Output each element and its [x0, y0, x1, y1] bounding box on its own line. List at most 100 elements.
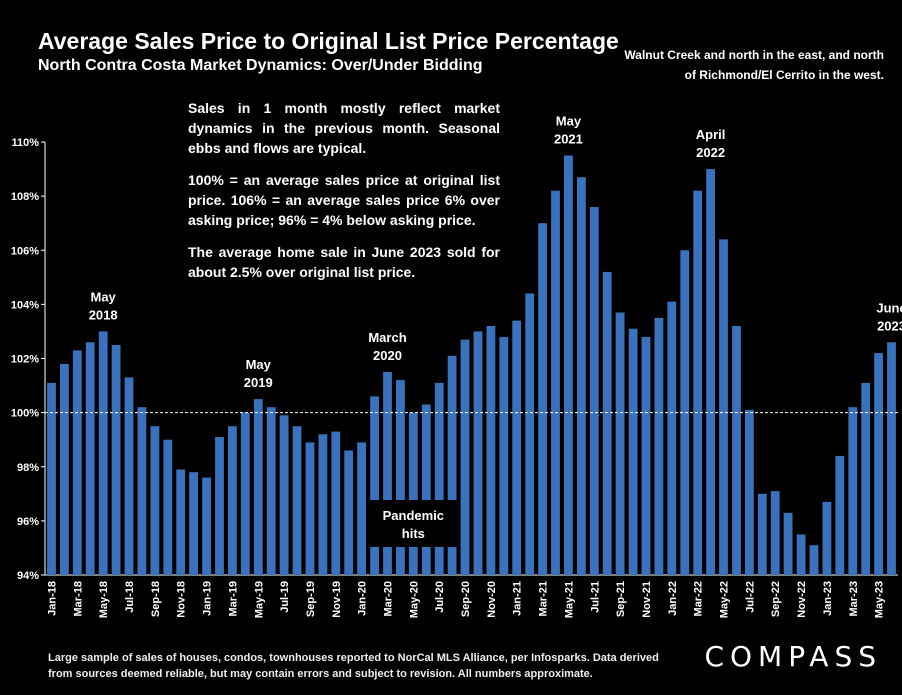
x-tick-label: Sep-18 [150, 581, 162, 617]
x-tick-label: Mar-23 [848, 581, 860, 616]
bar [60, 363, 69, 575]
bar [499, 336, 509, 575]
bar [434, 382, 444, 575]
x-tick-label: May-22 [719, 581, 731, 618]
bar [602, 271, 612, 575]
peak-annotation: May 2021 [554, 114, 583, 147]
bar [538, 223, 547, 575]
y-tick-label: 106% [11, 245, 39, 257]
x-tick-label: Nov-21 [641, 581, 653, 618]
x-tick-label: Jul-21 [589, 581, 601, 613]
chart-title: Average Sales Price to Original List Pri… [38, 28, 619, 54]
x-tick-label: May-20 [408, 581, 420, 618]
y-tick-label: 98% [17, 462, 39, 474]
bar [447, 355, 457, 575]
y-tick-label: 96% [17, 516, 39, 528]
bar [641, 336, 651, 575]
y-tick-label: 108% [11, 191, 39, 203]
bar [189, 472, 198, 575]
bar [473, 331, 483, 575]
note-june-2023: The average home sale in June 2023 sold … [188, 244, 500, 280]
x-tick-label: Jan-23 [822, 581, 834, 616]
pandemic-callout-label: Pandemic hits [383, 508, 444, 541]
bar [383, 372, 392, 575]
bar [564, 155, 573, 575]
bar [706, 169, 715, 575]
x-tick-label: Sep-19 [305, 581, 317, 617]
note-definition: 100% = an average sales price at origina… [188, 172, 500, 228]
bar [861, 382, 871, 575]
x-tick-label: Sep-22 [770, 581, 782, 617]
x-tick-label: Jan-18 [46, 581, 58, 616]
bar [240, 412, 250, 575]
bar [124, 377, 134, 575]
bar [770, 491, 780, 575]
bar [357, 442, 366, 575]
bar [551, 190, 560, 575]
bar [408, 412, 418, 575]
y-tick-label: 94% [17, 570, 39, 582]
bar [757, 493, 767, 575]
bar [111, 345, 121, 575]
bar [396, 380, 405, 575]
bar [719, 239, 728, 575]
bar [525, 293, 535, 575]
bar [654, 317, 664, 575]
x-tick-label: Mar-18 [72, 581, 84, 616]
bar [98, 331, 108, 575]
peak-annotation: May 2018 [89, 289, 118, 322]
bar [822, 501, 832, 575]
bar [809, 545, 819, 575]
bar [150, 426, 160, 575]
bar [47, 382, 56, 575]
x-tick-label: Jul-19 [279, 581, 291, 613]
x-tick-label: May-21 [563, 581, 575, 618]
x-tick-label: Mar-22 [693, 581, 705, 616]
bar [163, 439, 173, 575]
x-tick-label: May-19 [253, 581, 265, 618]
chart-subtitle: North Contra Costa Market Dynamics: Over… [38, 57, 483, 74]
bar [228, 426, 237, 575]
bar [421, 404, 431, 575]
x-tick-label: Mar-21 [538, 581, 550, 616]
bar [85, 342, 95, 575]
y-tick-label: 104% [11, 299, 39, 311]
note-seasonal: Sales in 1 month mostly reflect market d… [188, 100, 500, 156]
bar [137, 407, 147, 575]
pandemic-callout-box [368, 500, 459, 547]
bar [279, 415, 289, 575]
x-tick-label: Jul-18 [124, 581, 136, 613]
bar [253, 399, 263, 575]
bar [693, 190, 703, 575]
bar [848, 407, 858, 575]
compass-logo: COMPASS [704, 640, 882, 673]
peak-annotation: April 2022 [696, 127, 726, 160]
bar [215, 437, 224, 575]
bar [292, 426, 302, 575]
y-tick-label: 110% [11, 137, 39, 149]
bar [202, 477, 211, 575]
bar [796, 534, 806, 575]
x-tick-label: May-23 [874, 581, 886, 618]
bar [835, 455, 845, 575]
bar [628, 328, 638, 575]
bar [732, 326, 741, 575]
bar [615, 312, 625, 575]
region-note: Walnut Creek and north in the east, and … [624, 48, 884, 82]
x-tick-label: Sep-20 [460, 581, 472, 617]
bar [344, 450, 354, 575]
x-tick-label: Jan-21 [512, 581, 524, 616]
bar [887, 342, 896, 575]
x-tick-label: Jan-22 [667, 581, 679, 616]
peak-annotation: May 2019 [244, 357, 273, 390]
bar [745, 409, 754, 575]
bar [680, 250, 690, 576]
x-tick-label: Nov-20 [486, 581, 498, 618]
x-tick-label: May-18 [98, 581, 110, 618]
x-tick-label: Jul-20 [434, 581, 446, 613]
bar [305, 442, 315, 575]
source-footnote: Large sample of sales of houses, condos,… [48, 652, 659, 680]
bar [589, 207, 599, 575]
